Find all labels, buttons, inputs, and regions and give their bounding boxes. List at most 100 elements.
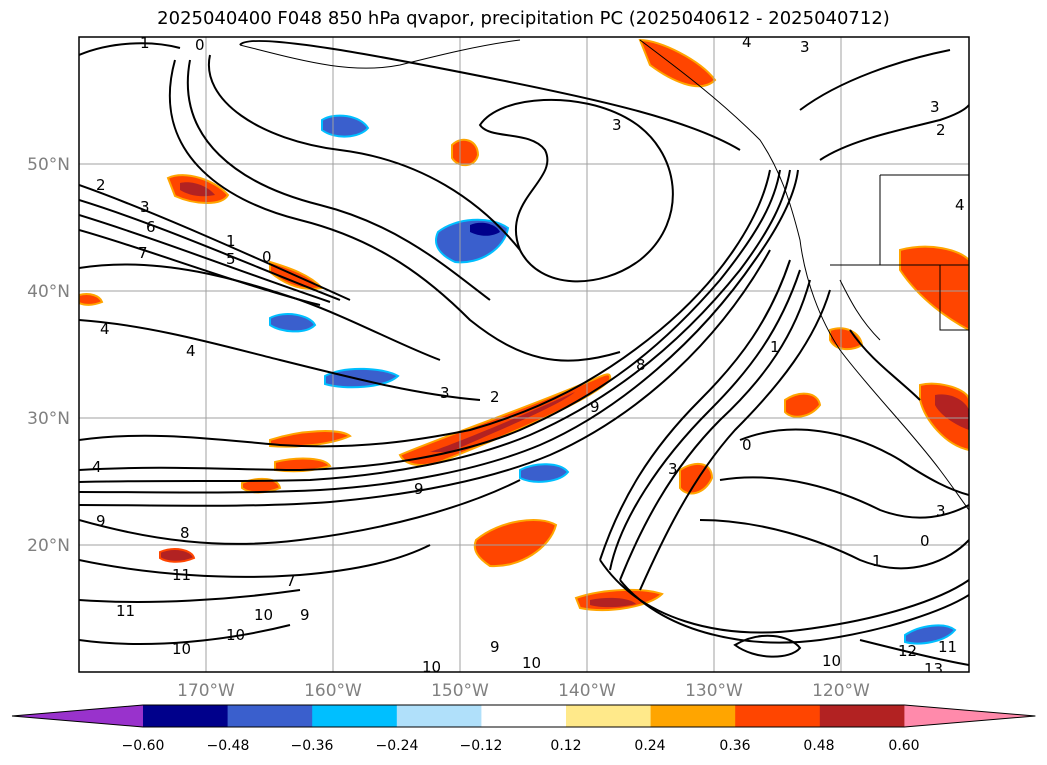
contour-line [859,639,969,666]
contour-line [639,289,831,591]
contour-label: 11 [938,638,957,656]
contour-label: 6 [146,218,156,236]
contour-label: 2 [936,121,946,139]
contour-line [168,59,621,362]
contour-label: 9 [96,512,106,530]
colorbar-extend-high [904,705,1036,727]
precip-blob [784,392,822,418]
coastline [839,279,881,341]
precip-blob [638,38,717,88]
precip-blob [324,367,400,389]
contour-line [849,329,921,401]
contour-label: 3 [930,98,940,116]
lat-label: 40°N [27,282,70,302]
colorbar-tick-label: −0.36 [291,738,334,754]
contour-label: 1 [226,232,236,250]
contour-label: 4 [92,458,102,476]
contour-line [79,479,521,545]
contour-line [79,169,781,472]
contour-label: 10 [172,640,191,658]
contour-line [619,279,811,581]
contour-label: 4 [186,342,196,360]
colorbar-tick-label: 0.36 [719,738,750,754]
contour-label: 0 [262,248,272,266]
contour-label: 3 [140,198,150,216]
precip-blob [473,519,558,568]
precip-blob [470,222,500,236]
contour-label: 10 [822,652,841,670]
colorbar-extend-low [12,705,143,727]
contour-label: 3 [612,116,622,134]
contour-line [79,589,301,603]
contour-line [719,476,969,519]
plot-title: 2025040400 F048 850 hPa qvapor, precipit… [157,8,890,29]
contour-label: 1 [872,552,882,570]
contour-label: 13 [924,660,943,678]
contour-label: 4 [955,196,965,214]
colorbar-tick-label: 0.12 [550,738,581,754]
qvapor-contours [79,39,969,666]
contour-label: 5 [226,250,236,268]
contour-line [79,319,481,401]
colorbar-tick-label: −0.60 [122,738,165,754]
contour-line [619,579,969,644]
colorbar-tick-label: 0.48 [803,738,834,754]
map-plot-area [79,37,969,672]
contour-label: 9 [300,606,310,624]
contour-label: 11 [172,566,191,584]
contour-label: 1 [770,338,780,356]
contour-line [79,544,431,578]
contour-label: 3 [800,38,810,56]
contour-label: 0 [742,436,752,454]
contour-line [79,249,771,507]
colorbar-segment [143,705,229,727]
contour-line [733,634,802,658]
lat-label: 50°N [27,155,70,175]
colorbar-segment [566,705,652,727]
contour-label: 10 [522,654,541,672]
contour-label: 8 [636,356,646,374]
colorbar-segment [481,705,567,727]
precip-blob [590,597,636,608]
contour-line [609,269,801,571]
contour-label: 12 [898,642,917,660]
contour-line [79,199,341,301]
colorbar-tick-label: 0.60 [888,738,919,754]
colorbar-tick-label: −0.12 [460,738,503,754]
precip-blob [269,313,317,333]
colorbar-segment [396,705,482,727]
lat-labels: 50°N 40°N 30°N 20°N [27,155,70,556]
lon-label: 130°W [685,681,743,701]
precip-blob [519,463,570,483]
contour-line [79,169,771,448]
contour-line [739,428,969,496]
contour-line [799,49,951,111]
lon-label: 140°W [558,681,616,701]
coastline [239,39,521,69]
contour-label: 4 [742,33,752,51]
lon-label: 150°W [431,681,489,701]
lon-label: 120°W [812,681,870,701]
colorbar-segment [735,705,821,727]
contour-label: 3 [440,384,450,402]
contour-label: 9 [414,480,424,498]
colorbar-segment [227,705,313,727]
contour-label: 8 [180,524,190,542]
contour-line [79,624,291,646]
contour-label: 1 [140,34,150,52]
colorbar-tick-label: −0.24 [376,738,419,754]
lat-label: 30°N [27,409,70,429]
contour-label: 7 [138,244,148,262]
contour-line [186,59,491,301]
contour-label: 2 [96,176,106,194]
contour-labels: 1 0 4 3 3 2 3 2 4 3 6 7 1 0 5 4 4 3 2 9 … [92,33,965,678]
precip-blob [79,292,104,306]
contour-label: 7 [286,572,296,590]
lon-labels: 170°W 160°W 150°W 140°W 130°W 120°W [177,681,870,701]
colorbar-segment [312,705,398,727]
contour-label: 9 [590,398,600,416]
contour-label: 0 [195,36,205,54]
precip-blob [269,430,352,448]
contour-label: 11 [116,602,135,620]
